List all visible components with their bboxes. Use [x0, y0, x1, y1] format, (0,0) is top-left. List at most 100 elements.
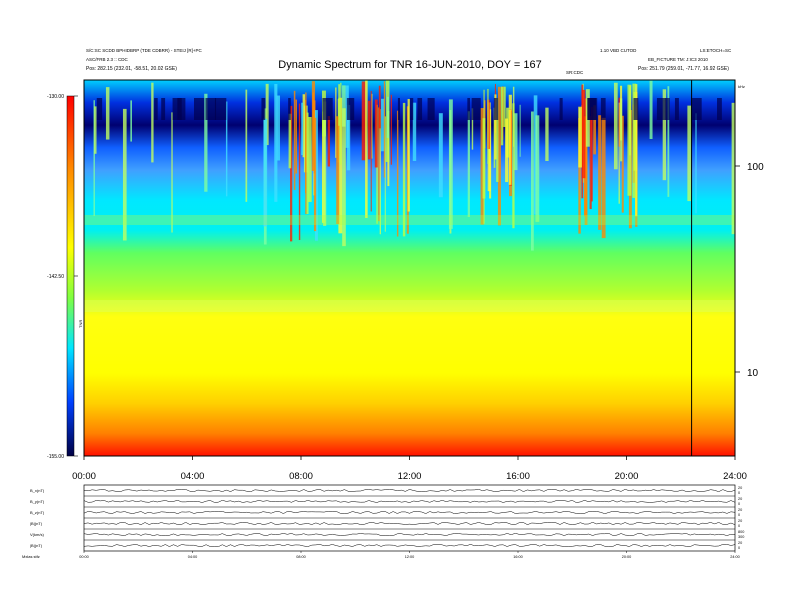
spectral-streak: [245, 89, 248, 202]
spectral-streak: [225, 101, 228, 197]
panel-right-tick: 0: [738, 513, 740, 517]
dark-band: [559, 98, 563, 120]
spectral-streak: [342, 108, 346, 247]
spectral-streak: [695, 113, 697, 214]
panel-trace: [83, 544, 736, 547]
dark-band: [717, 98, 722, 120]
colorbar-tick-label: -155.00: [47, 454, 64, 460]
spectral-streak: [151, 82, 154, 163]
panel-trace: [83, 489, 736, 492]
colorbar-ticks: -130.00 -142.50 -155.00: [47, 94, 78, 460]
spectral-streak: [687, 105, 691, 202]
header-left-1: S/C:SC SCDD BPHIDBRP (TDE CDBRR) - STEIJ…: [86, 48, 203, 53]
spectral-streak: [314, 110, 318, 241]
x-tick-label: 12:00: [398, 471, 422, 482]
dark-band: [493, 98, 499, 120]
spectral-streak: [335, 87, 337, 158]
panel-x-tick-label: 12:00: [405, 555, 415, 559]
dark-band: [261, 98, 266, 120]
spectral-streak: [519, 104, 521, 157]
colorbar-label: TNR: [78, 320, 83, 328]
spectral-streak: [338, 84, 340, 126]
spectral-streak: [530, 111, 534, 251]
spectral-streak: [667, 86, 670, 197]
dark-band: [674, 98, 679, 120]
spectral-streak: [338, 97, 343, 234]
spectral-streak: [513, 113, 518, 171]
spectral-streak: [731, 102, 736, 235]
spectrogram: [83, 79, 736, 457]
spectral-streak: [505, 118, 508, 183]
dark-band: [172, 98, 179, 120]
dark-band: [656, 98, 667, 120]
dark-band: [154, 98, 158, 120]
green-band: [84, 215, 735, 225]
spectral-streak: [508, 110, 512, 185]
header-right-3: EB_FICTURE TM: J:IC3 2010: [648, 57, 708, 62]
dark-band: [322, 98, 333, 120]
dark-band: [409, 98, 414, 120]
panel-x-tick-label: 16:00: [513, 555, 523, 559]
spectral-streak: [204, 93, 208, 192]
panel-trace: [83, 522, 736, 525]
spectral-streak: [512, 103, 515, 229]
spectral-streak: [367, 100, 371, 160]
panel-right-tick: 0: [738, 546, 740, 550]
dark-band: [161, 98, 166, 120]
header-right-1: 1.10 VBD CUTOD: [600, 48, 637, 53]
dark-band: [471, 98, 481, 120]
dark-band: [587, 98, 598, 120]
spectral-streak: [581, 89, 586, 179]
chart-title: Dynamic Spectrum for TNR 16-JUN-2010, DO…: [278, 59, 541, 71]
spectral-streak: [396, 110, 399, 237]
spectral-streak: [305, 92, 307, 215]
spectral-streak: [471, 108, 474, 150]
spectral-streak: [578, 106, 582, 168]
x-axis-ticks: 00:00 04:00 08:00 12:00 16:00 20:00 24:00: [72, 456, 747, 482]
panel-trace: [83, 533, 736, 536]
spectral-streak: [313, 117, 317, 232]
spectral-streak: [500, 86, 504, 146]
spectral-streak: [290, 105, 293, 242]
spectral-streak: [370, 90, 372, 212]
header-right-2: LS:ETOCH=SC: [700, 48, 732, 53]
colorbar: [66, 95, 75, 457]
panel-right-tick: 300: [738, 535, 744, 539]
spectral-streak: [93, 100, 95, 217]
spectral-streak: [276, 95, 280, 161]
spectral-streak: [365, 80, 368, 218]
dark-band: [427, 98, 435, 120]
spectral-streak: [122, 108, 127, 241]
dark-band: [96, 98, 103, 120]
spectral-streak: [323, 101, 327, 226]
panel-right-tick: 0: [738, 524, 740, 528]
spectral-streak: [307, 116, 312, 202]
spectral-streak: [632, 83, 637, 198]
x-tick-label: 00:00: [72, 471, 96, 482]
spectral-streak: [483, 89, 485, 224]
spectral-streak: [327, 116, 331, 167]
dark-band: [467, 98, 471, 120]
x-tick-label: 20:00: [615, 471, 639, 482]
spectral-streak: [618, 102, 620, 204]
spectral-streak: [274, 83, 278, 202]
dark-band: [178, 98, 186, 120]
panel-x-tick-label: 08:00: [296, 555, 306, 559]
dark-band: [214, 98, 227, 120]
spectral-streak: [448, 99, 453, 229]
panel-x-tick-label: 00:00: [79, 555, 89, 559]
panel-label: |B|(nT): [30, 521, 43, 526]
spectral-streak: [649, 80, 653, 139]
dark-band: [397, 98, 400, 120]
spectral-streak: [497, 86, 501, 226]
panel-right-tick: 20: [738, 541, 742, 545]
spectral-streak: [288, 113, 292, 169]
spectral-streak: [378, 107, 380, 222]
spectral-streak: [384, 116, 386, 232]
spectral-streak: [489, 109, 492, 199]
colorbar-tick-label: -130.00: [47, 94, 64, 100]
panel-right-tick: 0: [738, 502, 740, 506]
spectral-streak: [627, 84, 632, 196]
